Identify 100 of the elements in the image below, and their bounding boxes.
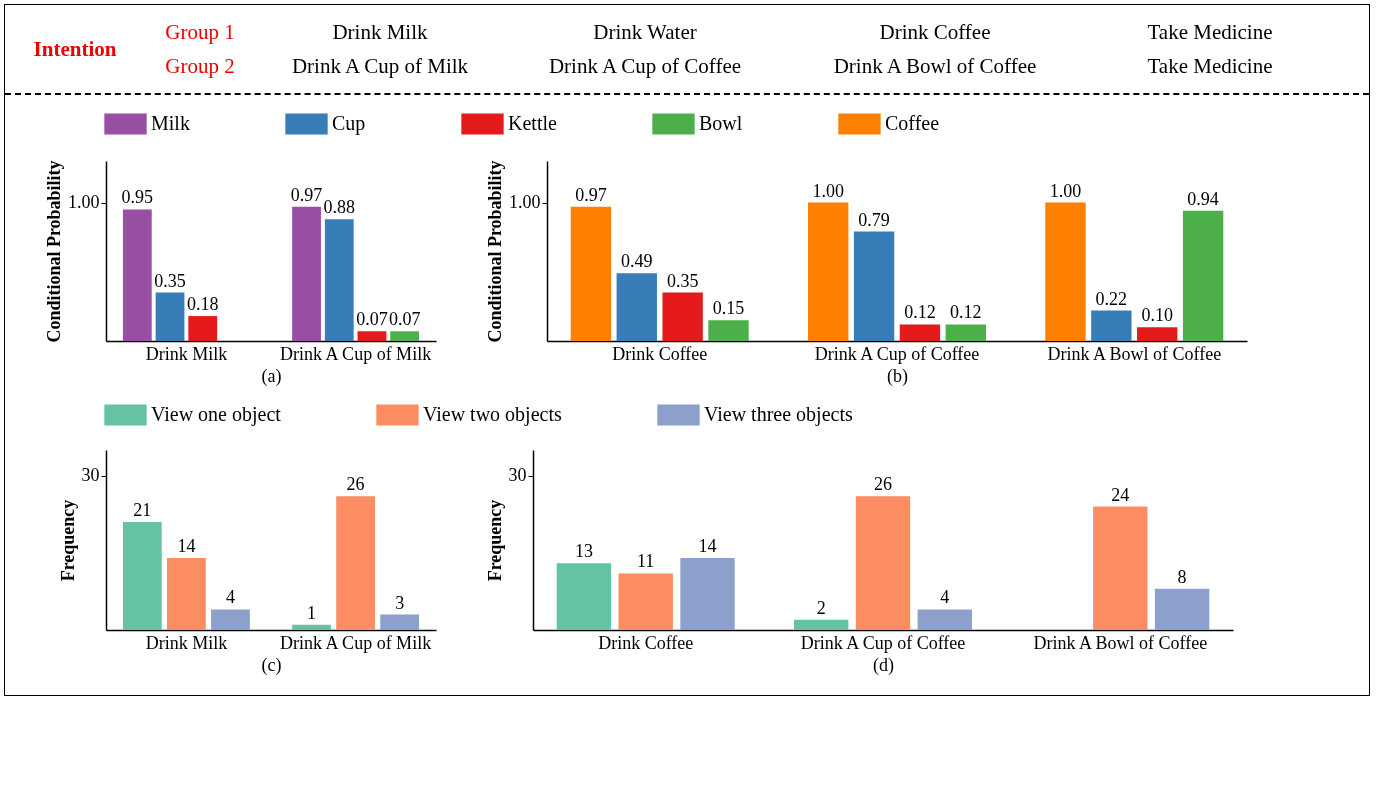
- bar: [708, 320, 749, 341]
- data-label: 26: [874, 474, 892, 495]
- y-tick-label: 30: [508, 465, 527, 486]
- bar: [1137, 327, 1178, 341]
- data-label: 0.79: [858, 209, 890, 230]
- bar: [570, 206, 612, 341]
- data-label: 0.88: [323, 197, 356, 218]
- data-label: 0.49: [621, 251, 653, 272]
- data-label: 0.35: [666, 270, 699, 291]
- data-label: 24: [1111, 484, 1130, 505]
- data-label: 14: [698, 536, 717, 556]
- data-label: 14: [177, 536, 196, 556]
- text: Group 1: [164, 19, 236, 46]
- data-label: 4: [940, 587, 950, 608]
- data-label: 0.22: [1095, 288, 1128, 309]
- legend-label: Kettle: [508, 111, 557, 134]
- text: Drink Coffee: [878, 19, 992, 46]
- bar: [899, 324, 941, 341]
- x-axis-title: (d): [873, 654, 894, 676]
- legend-label: Coffee: [885, 111, 940, 134]
- bar: [556, 563, 612, 630]
- bar: [1093, 506, 1148, 630]
- bar: [390, 331, 420, 341]
- x-tick-label: Drink A Cup of Milk: [280, 632, 432, 653]
- bar: [855, 496, 911, 630]
- x-tick-label: Drink Coffee: [598, 632, 694, 653]
- bar: [122, 522, 162, 630]
- data-label: 1: [307, 602, 317, 623]
- data-label: 26: [346, 474, 365, 495]
- bar: [292, 206, 321, 341]
- text: Drink Milk: [331, 19, 429, 46]
- y-tick-label: 30: [81, 465, 100, 486]
- y-axis-title: Frequency: [57, 499, 78, 582]
- x-tick-label: Drink Coffee: [612, 343, 708, 364]
- data-label: 1.00: [812, 180, 844, 201]
- y-axis-title: Frequency: [484, 499, 505, 582]
- data-label: 0.95: [121, 187, 154, 208]
- text: Take Medicine: [1146, 19, 1274, 46]
- bar: [122, 209, 152, 341]
- x-tick-label: Drink A Cup of Coffee: [814, 343, 980, 364]
- legend-label: View one object: [151, 402, 282, 426]
- bar: [166, 558, 206, 630]
- data-label: 0.07: [388, 309, 421, 330]
- data-label: 0.15: [712, 298, 745, 319]
- data-label: 0.18: [186, 294, 219, 315]
- bar: [324, 219, 354, 341]
- x-axis-title: (b): [887, 365, 908, 387]
- text: Drink Water: [592, 19, 698, 46]
- bar: [917, 609, 972, 630]
- legend-label: View three objects: [704, 402, 853, 426]
- bar: [1091, 310, 1132, 341]
- legend-label: View two objects: [423, 402, 562, 426]
- data-label: 0.94: [1187, 188, 1219, 209]
- text: Intention: [32, 36, 118, 62]
- bar: [292, 624, 331, 630]
- x-axis-title: (c): [261, 654, 282, 676]
- bar: [794, 619, 849, 630]
- text: Group 2: [164, 53, 236, 80]
- bar: [188, 316, 218, 341]
- data-label: 0.12: [904, 302, 936, 323]
- data-label: 0.97: [290, 184, 323, 205]
- text: Take Medicine: [1146, 53, 1274, 80]
- bar: [380, 614, 420, 630]
- bar: [945, 324, 986, 341]
- bar: [211, 609, 250, 630]
- data-label: 11: [637, 551, 655, 572]
- data-label: 3: [395, 592, 405, 613]
- x-tick-label: Drink Milk: [145, 632, 228, 653]
- data-label: 13: [574, 541, 593, 562]
- legend-label: Bowl: [699, 111, 743, 134]
- x-tick-label: Drink A Cup of Coffee: [800, 632, 966, 653]
- data-label: 0.10: [1141, 305, 1173, 326]
- bar: [1182, 210, 1224, 341]
- legend-label: Milk: [151, 111, 190, 134]
- data-label: 1.00: [1049, 180, 1082, 201]
- text: Drink A Cup of Milk: [290, 53, 470, 80]
- y-axis-title: Conditional Probability: [485, 160, 505, 343]
- text: Drink A Bowl of Coffee: [832, 53, 1038, 80]
- y-axis-title: Conditional Probability: [44, 160, 64, 343]
- bar: [155, 292, 185, 341]
- x-tick-label: Drink Milk: [145, 343, 228, 364]
- bar: [336, 496, 376, 630]
- data-label: 0.07: [356, 309, 388, 330]
- bar: [616, 273, 657, 341]
- x-axis-title: (a): [261, 365, 282, 387]
- bar: [1045, 202, 1086, 341]
- data-label: 0.35: [154, 270, 186, 291]
- bar: [853, 231, 895, 341]
- x-tick-label: Drink A Cup of Milk: [280, 343, 432, 364]
- data-label: 0.97: [575, 184, 607, 205]
- text: Drink A Cup of Coffee: [547, 53, 743, 80]
- bar: [662, 292, 703, 341]
- bar: [808, 202, 849, 341]
- bar: [1154, 588, 1210, 630]
- data-label: 0.12: [950, 302, 982, 323]
- bar: [618, 573, 673, 630]
- bar: [357, 331, 387, 341]
- x-tick-label: Drink A Bowl of Coffee: [1033, 632, 1208, 653]
- bar: [680, 558, 735, 630]
- data-label: 8: [1177, 566, 1187, 587]
